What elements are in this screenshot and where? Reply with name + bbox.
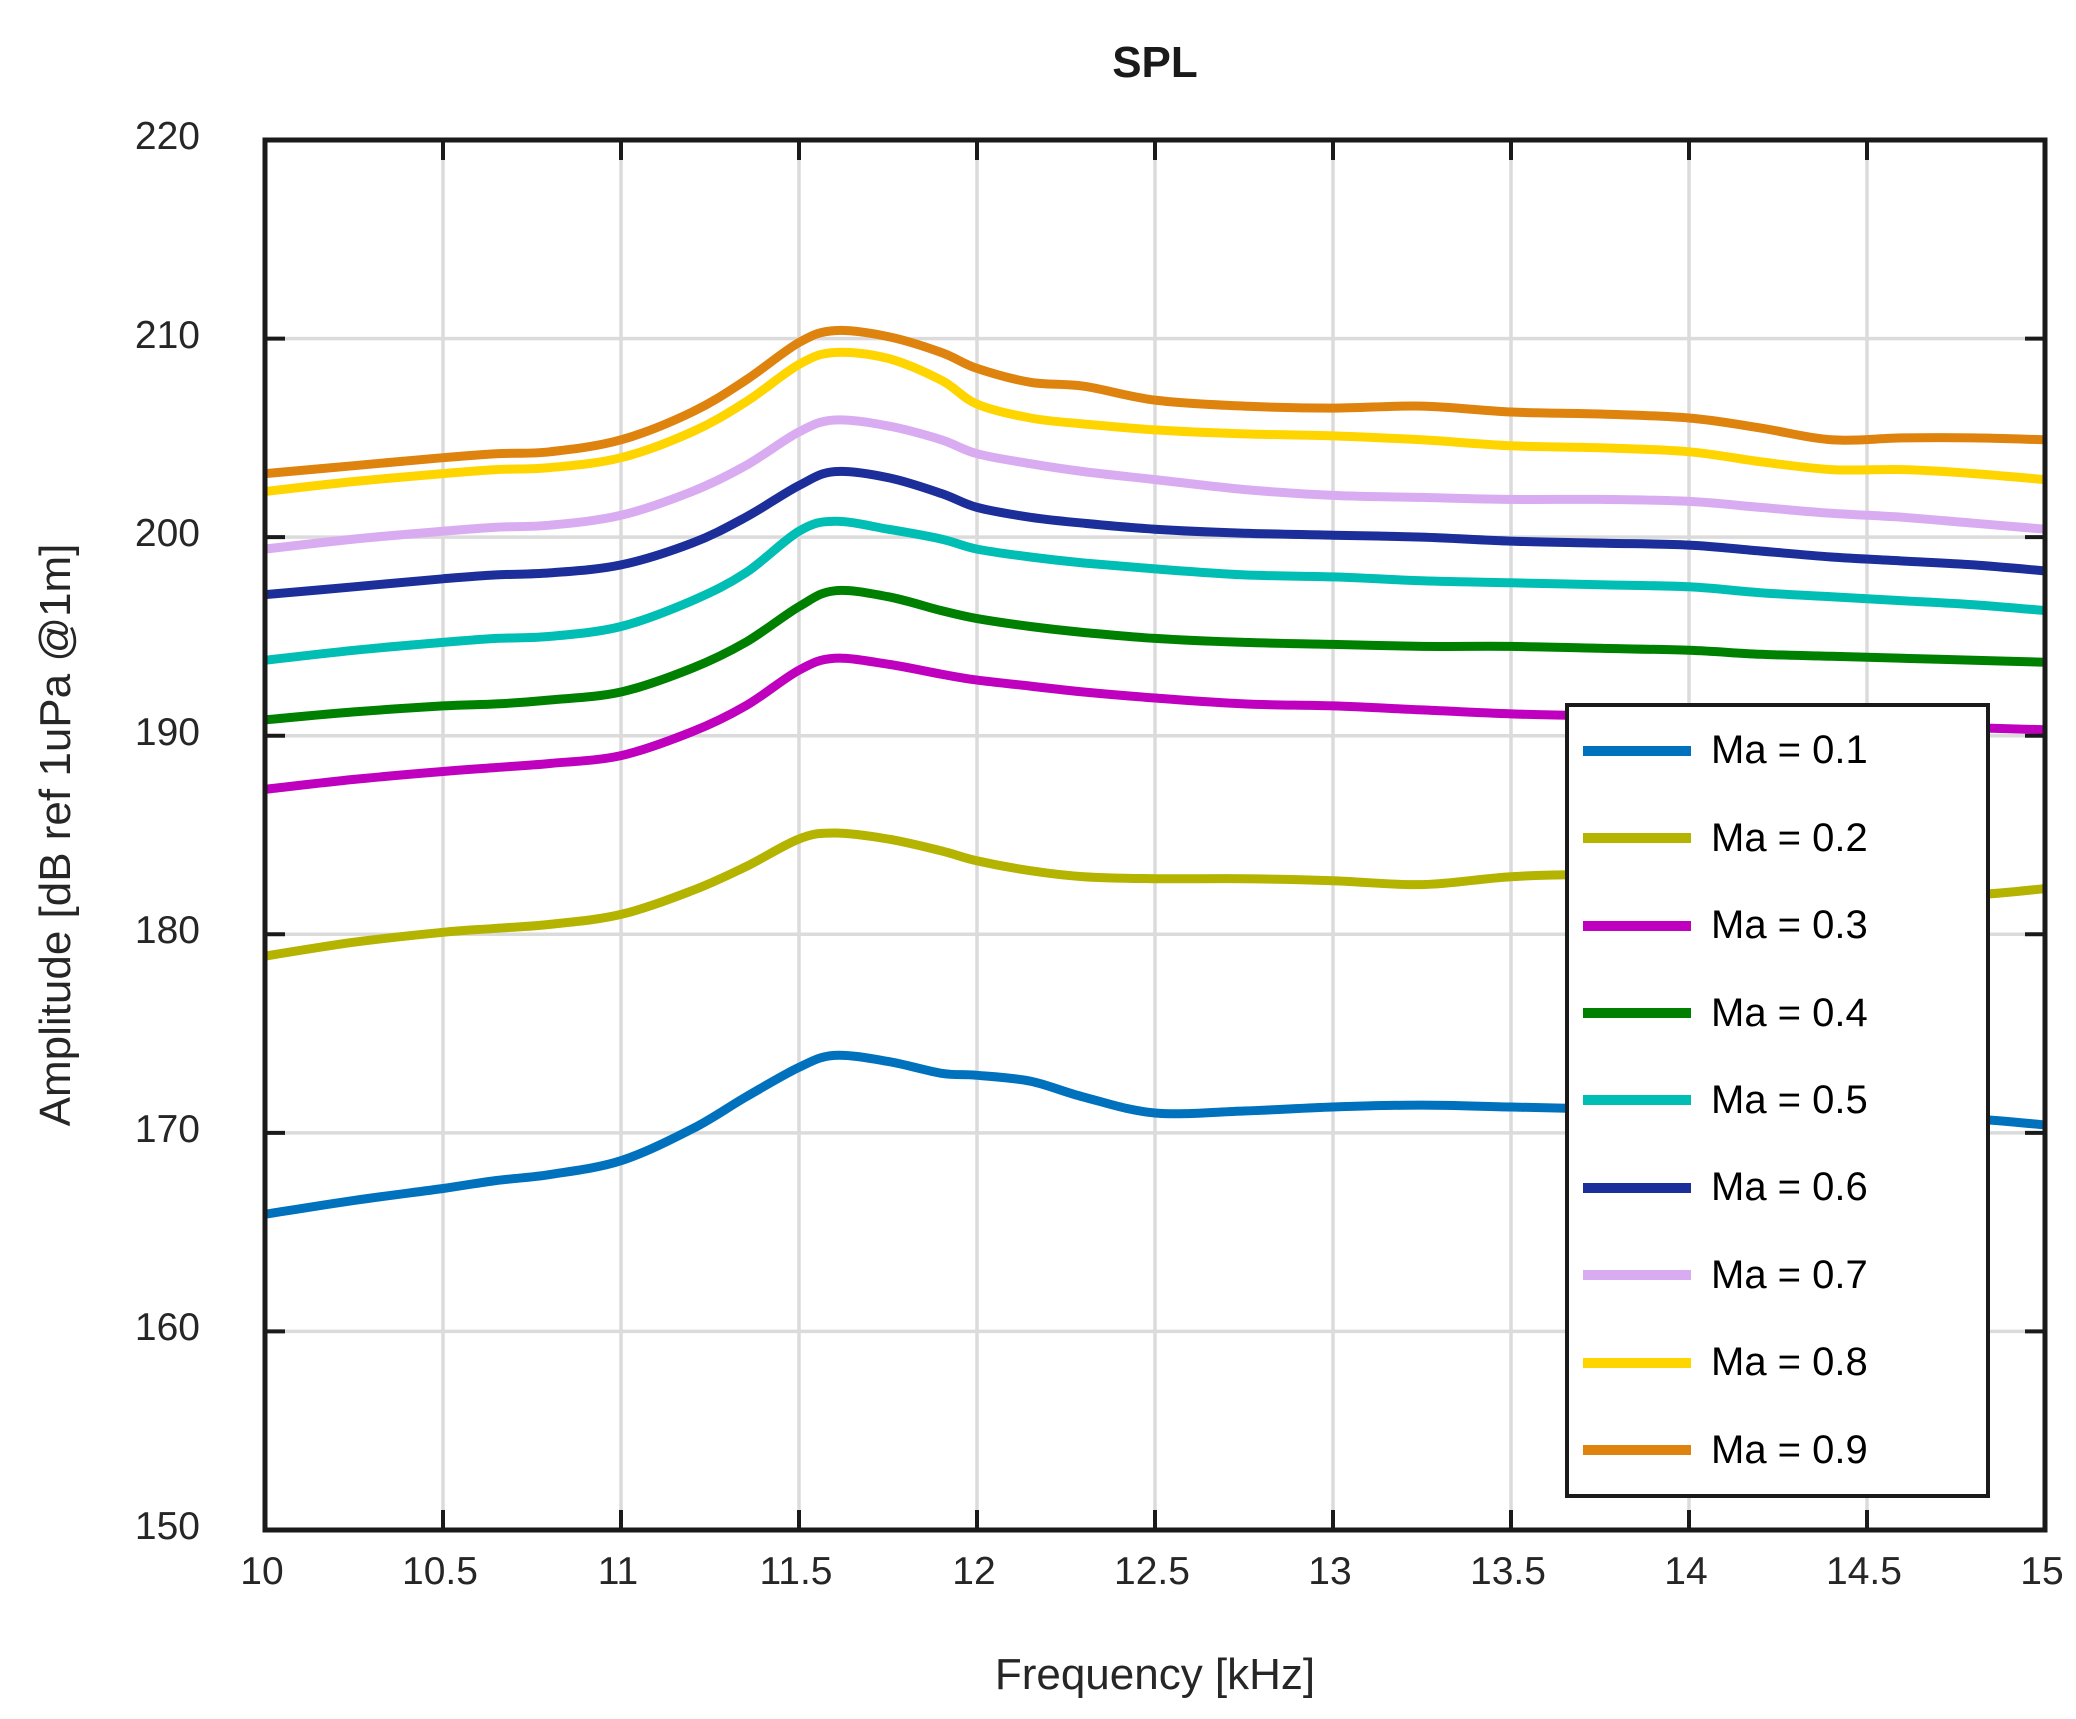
legend-item: Ma = 0.3 [1569,882,1986,969]
legend-item: Ma = 0.6 [1569,1144,1986,1231]
x-tick-label: 11.5 [759,1550,833,1593]
legend-swatch-0 [1583,745,1691,756]
y-tick-label: 150 [134,1505,200,1548]
y-tick-label: 190 [134,710,200,754]
y-tick-label: 210 [134,313,200,357]
x-tick-label: 10 [240,1550,284,1593]
x-tick-label: 13.5 [1470,1550,1546,1593]
legend-swatch-4 [1583,1095,1691,1106]
spl-line-chart [262,137,2048,1533]
plot-box-border [262,137,2048,1533]
series-line-8 [265,325,2045,479]
legend-item: Ma = 0.8 [1569,1319,1986,1406]
legend-item: Ma = 0.1 [1569,707,1986,794]
x-tick-label: 11 [597,1550,639,1593]
y-tick-label: 160 [134,1306,200,1350]
legend-label: Ma = 0.3 [1711,903,1868,948]
chart-title: SPL [1112,38,1198,87]
legend-swatch-8 [1583,1445,1691,1456]
y-tick-label: 180 [134,909,200,953]
legend-swatch-6 [1583,1270,1691,1281]
x-tick-label: 14.5 [1826,1550,1902,1593]
legend-item: Ma = 0.4 [1569,969,1986,1056]
y-tick-label: 170 [134,1107,200,1151]
x-tick-label: 12 [952,1550,996,1593]
legend-label: Ma = 0.2 [1711,815,1868,860]
x-tick-label: 10.5 [402,1550,478,1593]
legend-label: Ma = 0.4 [1711,990,1868,1035]
legend-label: Ma = 0.6 [1711,1165,1868,1210]
legend: Ma = 0.1 Ma = 0.2 Ma = 0.3 Ma = 0.4 Ma = 0.5… [1565,703,1990,1498]
series-line-6 [265,415,2045,554]
legend-swatch-3 [1583,1008,1691,1019]
legend-label: Ma = 0.9 [1711,1427,1868,1472]
legend-swatch-7 [1583,1357,1691,1368]
x-tick-label: 12.5 [1114,1550,1190,1593]
series-line-4 [265,516,2045,665]
y-axis-label-text: Amplitude [dB ref 1uPa @1m] [31,543,80,1127]
legend-item: Ma = 0.7 [1569,1232,1986,1319]
series-line-7 [265,347,2045,496]
legend-item: Ma = 0.5 [1569,1057,1986,1144]
legend-label: Ma = 0.7 [1711,1252,1868,1297]
legend-item: Ma = 0.9 [1569,1407,1986,1494]
x-tick-label: 15 [2020,1550,2064,1593]
x-axis-label: Frequency [kHz] [994,1650,1316,1699]
series-line-3 [265,585,2045,725]
x-tick-label: 14 [1664,1550,1708,1593]
legend-label: Ma = 0.8 [1711,1340,1868,1385]
legend-swatch-1 [1583,833,1691,844]
legend-swatch-5 [1583,1182,1691,1193]
y-tick-label: 220 [134,115,200,158]
y-tick-label: 200 [134,512,200,556]
legend-label: Ma = 0.1 [1711,728,1868,773]
legend-swatch-2 [1583,920,1691,931]
legend-label: Ma = 0.5 [1711,1077,1868,1122]
x-tick-label: 13 [1308,1550,1352,1593]
series-line-5 [265,466,2045,600]
legend-item: Ma = 0.2 [1569,794,1986,881]
